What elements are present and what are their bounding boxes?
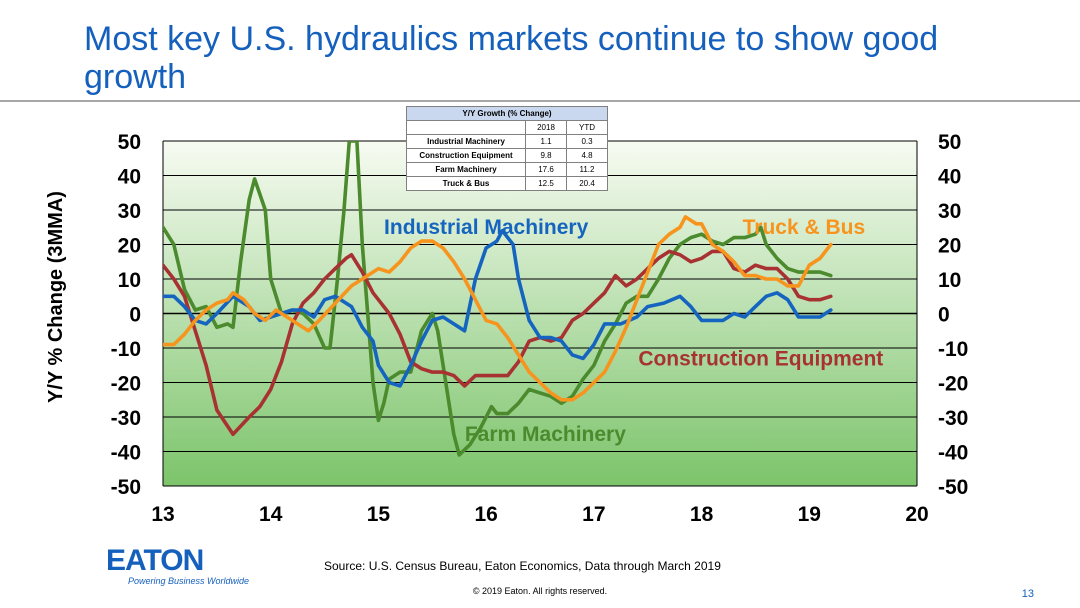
table-row: Truck & Bus 12.5 20.4: [406, 176, 608, 191]
tick-labels: 50 50 40 40 30 30 20 20 10 10 0 0 -10 -10 -20 -20 -30 -30…: [111, 131, 969, 526]
y-tick-label-right: -40: [938, 442, 968, 465]
growth-table: Y/Y Growth (% Change) 2018 YTD Industria…: [406, 106, 608, 191]
table-cell: 1.1: [525, 134, 567, 149]
eaton-logo: EATON Powering Business Worldwide: [106, 544, 250, 587]
y-tick-label: 30: [118, 200, 141, 223]
y-tick-label-right: -50: [938, 476, 968, 499]
y-tick-label: 20: [118, 235, 141, 258]
y-tick-label: 0: [129, 304, 141, 327]
title-divider: [0, 100, 1080, 102]
x-tick-label: 15: [367, 503, 391, 526]
table-cell: 12.5: [525, 176, 567, 191]
y-tick-label: -10: [111, 338, 141, 361]
y-tick-label: -20: [111, 373, 141, 396]
y-tick-label: -40: [111, 442, 141, 465]
x-tick-label: 20: [905, 503, 928, 526]
grid-lines: [162, 140, 918, 487]
series-annotation: Industrial Machinery: [384, 216, 589, 239]
series-group: [163, 141, 833, 457]
table-title-row: Y/Y Growth (% Change): [406, 106, 608, 121]
table-row: Farm Machinery 17.6 11.2: [406, 162, 608, 177]
y-tick-label-right: -10: [938, 338, 968, 361]
y-tick-label-right: 20: [938, 235, 961, 258]
table-col-header: 2018: [525, 120, 567, 135]
table-cell: 9.8: [525, 148, 567, 163]
y-tick-label-right: -30: [938, 407, 968, 430]
y-axis-label: Y/Y % Change (3MMA): [45, 191, 67, 403]
series-annotation: Farm Machinery: [465, 423, 626, 446]
y-tick-label: 40: [118, 166, 141, 189]
table-cell: 20.4: [566, 176, 608, 191]
series-annotation: Construction Equipment: [638, 347, 883, 370]
page-title: Most key U.S. hydraulics markets continu…: [84, 20, 939, 96]
y-tick-label: -50: [111, 476, 141, 499]
table-row: Construction Equipment 9.8 4.8: [406, 148, 608, 163]
y-tick-label: -30: [111, 407, 141, 430]
series-annotations: Industrial Machinery Truck & Bus Construct…: [384, 216, 883, 446]
table-cell: 17.6: [525, 162, 567, 177]
y-tick-label: 10: [118, 269, 141, 292]
page-number: 13: [1021, 588, 1034, 600]
y-tick-label-right: -20: [938, 373, 968, 396]
table-cell: 4.8: [566, 148, 608, 163]
line-chart: 50 50 40 40 30 30 20 20 10 10 0 0 -10 -10 -20 -20 -30 -30…: [45, 131, 969, 526]
x-tick-label: 13: [151, 503, 174, 526]
table-cell: 11.2: [566, 162, 608, 177]
x-tick-label: 16: [474, 503, 497, 526]
x-tick-label: 14: [259, 503, 283, 526]
x-tick-label: 19: [798, 503, 821, 526]
series-annotation: Truck & Bus: [743, 216, 866, 239]
table-row-label: Construction Equipment: [406, 148, 526, 163]
table-row-label: Farm Machinery: [406, 162, 526, 177]
series-line-truck-bus: [163, 215, 833, 402]
table-title: Y/Y Growth (% Change): [406, 106, 608, 121]
y-tick-label-right: 40: [938, 166, 961, 189]
series-line-construction-equipment: [163, 249, 833, 437]
y-tick-label-right: 30: [938, 200, 961, 223]
y-tick-label-right: 50: [938, 131, 961, 154]
y-tick-label-right: 10: [938, 269, 961, 292]
x-tick-label: 18: [690, 503, 714, 526]
copyright: © 2019 Eaton. All rights reserved.: [472, 586, 608, 596]
y-tick-label-right: 0: [938, 304, 950, 327]
source-note: Source: U.S. Census Bureau, Eaton Econom…: [324, 559, 721, 573]
table-row-label: Industrial Machinery: [406, 134, 526, 149]
table-corner: [406, 120, 526, 135]
logo-tagline: Powering Business Worldwide: [128, 576, 250, 586]
table-cell: 0.3: [566, 134, 608, 149]
x-tick-label: 17: [582, 503, 605, 526]
table-row-label: Truck & Bus: [406, 176, 526, 191]
table-header-row: 2018 YTD: [406, 120, 608, 135]
logo-wordmark: EATON: [106, 544, 204, 577]
y-tick-label: 50: [118, 131, 141, 154]
table-col-header: YTD: [566, 120, 608, 135]
table-row: Industrial Machinery 1.1 0.3: [406, 134, 608, 149]
